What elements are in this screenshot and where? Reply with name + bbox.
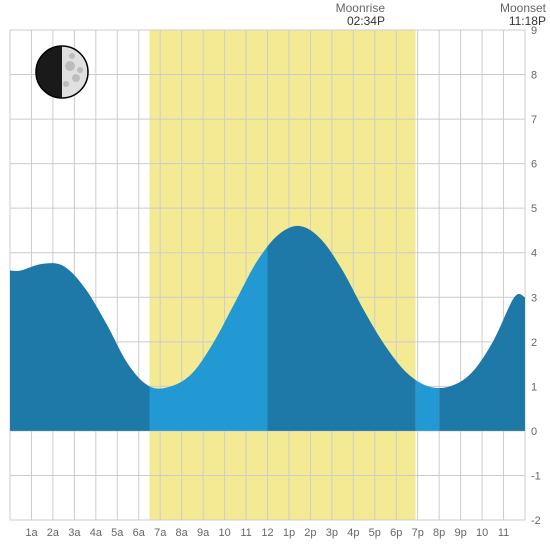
x-tick-label: 4a (90, 527, 103, 539)
x-tick-label: 1a (25, 527, 38, 539)
tide-chart: Moonrise 02:34P Moonset 11:18P 987654321… (0, 0, 550, 550)
x-tick-label: 9a (197, 527, 210, 539)
x-tick-label: 9p (455, 527, 467, 539)
y-tick-label: 7 (531, 114, 537, 126)
y-tick-label: 2 (531, 337, 537, 349)
x-tick-label: 10 (218, 527, 230, 539)
x-tick-label: 1p (283, 527, 295, 539)
x-tick-label: 2p (304, 527, 316, 539)
x-tick-label: 8a (176, 527, 189, 539)
x-tick-label: 7p (412, 527, 424, 539)
y-tick-label: 0 (531, 426, 537, 438)
x-tick-label: 2a (47, 527, 60, 539)
x-tick-label: 3p (326, 527, 338, 539)
y-tick-label: 4 (531, 248, 537, 260)
y-tick-label: 6 (531, 159, 537, 171)
x-tick-label: 12 (261, 527, 273, 539)
moon-phase-icon (36, 46, 88, 98)
moonrise-time: 02:34P (315, 14, 385, 28)
x-tick-label: 7a (154, 527, 167, 539)
x-tick-label: 6p (390, 527, 402, 539)
moonset-time: 11:18P (486, 14, 546, 28)
y-tick-label: 1 (531, 381, 537, 393)
chart-svg: 9876543210-1-21a2a3a4a5a6a7a8a9a1011121p… (0, 0, 550, 550)
y-tick-label: 8 (531, 70, 537, 82)
x-tick-label: 8p (433, 527, 445, 539)
x-tick-label: 11 (498, 527, 509, 539)
moonset-label: Moonset (486, 1, 546, 15)
x-tick-label: 11 (240, 527, 251, 539)
x-tick-label: 6a (133, 527, 146, 539)
x-tick-label: 10 (476, 527, 488, 539)
y-tick-label: -2 (531, 515, 541, 527)
x-tick-label: 5a (111, 527, 124, 539)
x-tick-label: 3a (68, 527, 81, 539)
x-tick-label: 5p (369, 527, 381, 539)
y-tick-label: 5 (531, 203, 537, 215)
moonrise-label: Moonrise (315, 1, 385, 15)
y-tick-label: -1 (531, 470, 541, 482)
y-tick-label: 3 (531, 292, 537, 304)
x-tick-label: 4p (347, 527, 359, 539)
